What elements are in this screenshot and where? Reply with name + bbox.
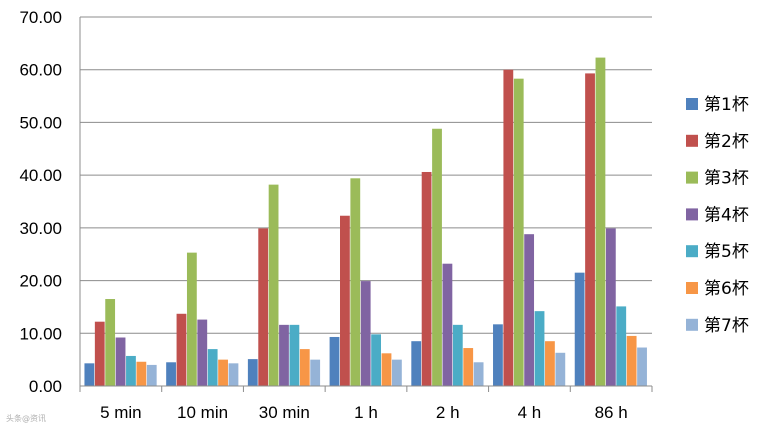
legend-label: 第5杯 <box>704 242 749 262</box>
bar <box>432 128 442 387</box>
bar <box>94 321 105 386</box>
bar <box>166 362 176 386</box>
x-tick-label: 2 h <box>436 403 460 422</box>
y-tick-label: 40.00 <box>19 166 62 185</box>
bar <box>534 311 545 386</box>
bar <box>289 324 300 386</box>
bar <box>595 57 606 387</box>
bar <box>411 341 422 386</box>
legend-label: 第1杯 <box>704 95 749 115</box>
bar <box>360 281 371 386</box>
bar <box>207 349 218 386</box>
bar <box>524 234 535 386</box>
bar <box>258 228 269 386</box>
legend-swatch <box>686 318 698 331</box>
bar <box>555 352 566 386</box>
bar <box>350 178 361 386</box>
legend-label: 第7杯 <box>704 316 749 336</box>
bar <box>310 359 321 386</box>
bar <box>279 324 289 386</box>
bar <box>371 334 381 386</box>
legend-label: 第6杯 <box>704 279 749 299</box>
watermark: 头条@资讯 <box>6 413 46 423</box>
bars <box>84 57 647 387</box>
y-tick-label: 0.00 <box>29 377 62 396</box>
gridlines <box>80 16 652 334</box>
y-tick-label: 10.00 <box>19 324 62 343</box>
bar <box>616 306 627 386</box>
bar <box>545 341 555 386</box>
bar <box>247 359 258 386</box>
legend-swatch <box>686 134 698 147</box>
bar <box>463 348 474 386</box>
y-tick-label: 30.00 <box>19 219 62 238</box>
x-axis-ticks: 5 min 10 min 30 min 1 h 2 h 4 h 86 h <box>100 403 628 422</box>
bar <box>585 73 595 386</box>
legend-swatch <box>686 282 698 294</box>
legend-label: 第4杯 <box>704 205 749 225</box>
bar <box>186 252 197 386</box>
x-tick-label: 86 h <box>595 403 628 422</box>
bar <box>84 363 95 386</box>
y-tick-label: 60.00 <box>19 61 62 80</box>
legend-label: 第3杯 <box>704 169 749 189</box>
bar <box>626 335 637 386</box>
bar <box>115 337 126 386</box>
bar <box>442 263 453 386</box>
bar <box>473 362 484 386</box>
x-tick-label: 30 min <box>259 403 310 422</box>
legend-swatch <box>686 245 698 258</box>
bar <box>268 184 279 386</box>
bar <box>421 171 432 386</box>
y-tick-label: 20.00 <box>19 272 62 291</box>
bar <box>452 324 463 386</box>
bar <box>218 359 228 386</box>
x-tick-label: 10 min <box>177 403 228 422</box>
bar <box>299 349 310 386</box>
bar <box>381 353 392 386</box>
bar <box>329 336 340 386</box>
bar <box>340 215 350 386</box>
y-tick-label: 70.00 <box>19 8 62 27</box>
x-tick-label: 4 h <box>518 403 542 422</box>
legend-label: 第2杯 <box>704 132 749 152</box>
bar <box>574 272 585 386</box>
bar <box>493 324 503 386</box>
legend-swatch <box>686 208 698 221</box>
bar <box>176 313 187 386</box>
bar <box>503 69 514 386</box>
x-tick-label: 5 min <box>100 403 142 422</box>
y-axis-ticks: 0.00 10.00 20.00 30.00 40.00 50.00 60.00 70.00 <box>19 8 62 396</box>
bar <box>228 363 239 386</box>
bar <box>136 361 147 386</box>
bar <box>146 364 157 386</box>
y-tick-label: 50.00 <box>19 113 62 132</box>
bar <box>105 299 116 386</box>
bar <box>637 347 647 386</box>
legend-swatch <box>686 171 698 184</box>
axes <box>79 17 653 392</box>
bar <box>605 228 616 386</box>
bar <box>126 355 136 386</box>
bar <box>392 359 402 386</box>
bar <box>513 78 524 386</box>
legend-swatch <box>686 98 698 110</box>
x-tick-label: 1 h <box>354 403 378 422</box>
bar <box>197 319 208 386</box>
